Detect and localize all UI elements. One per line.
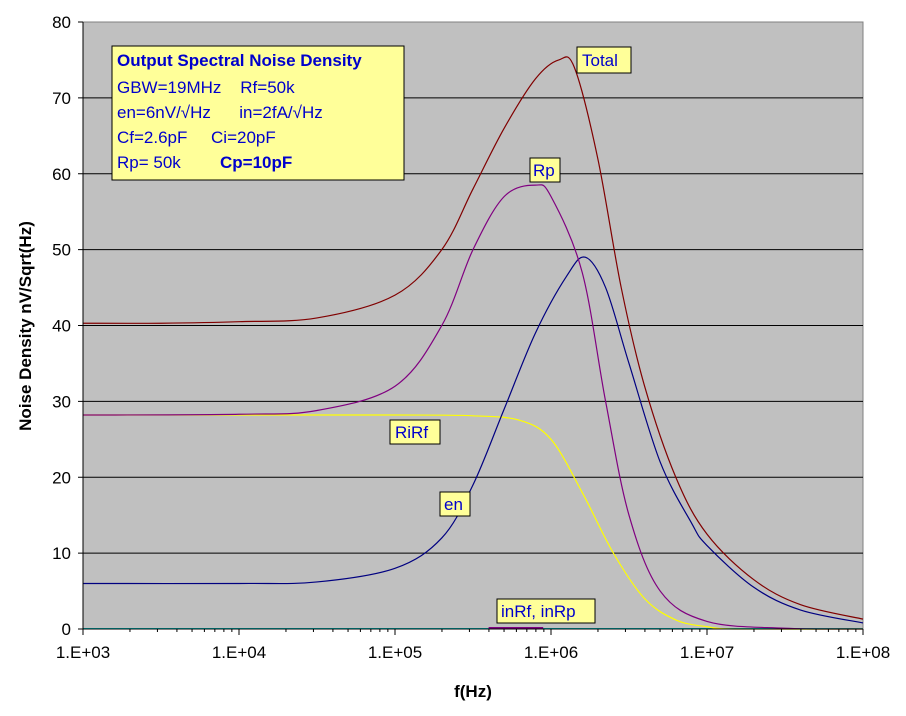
info-line: GBW=19MHz Rf=50k — [117, 78, 295, 97]
info-line: en=6nV/√Hz in=2fA/√Hz — [117, 103, 323, 122]
x-tick-label: 1.E+05 — [368, 643, 422, 662]
label-inrf-inrp: inRf, inRp — [496, 598, 596, 624]
label-rp: Rp — [529, 157, 561, 183]
label-total: Total — [576, 46, 632, 74]
series-en — [82, 256, 864, 624]
svg-text:RiRf: RiRf — [395, 423, 428, 442]
y-tick-label: 10 — [52, 544, 71, 563]
y-tick-label: 40 — [52, 317, 71, 336]
info-title: Output Spectral Noise Density — [117, 51, 362, 70]
x-tick-label: 1.E+07 — [680, 643, 734, 662]
series-rp — [82, 184, 864, 630]
y-tick-label: 50 — [52, 241, 71, 260]
svg-text:en: en — [444, 495, 463, 514]
series-rirf — [83, 414, 864, 630]
y-tick-label: 0 — [62, 620, 71, 639]
x-tick-label: 1.E+03 — [56, 643, 110, 662]
y-tick-label: 20 — [52, 468, 71, 487]
svg-text:Total: Total — [582, 51, 618, 70]
info-box: Output Spectral Noise Density GBW=19MHz … — [111, 45, 405, 181]
x-tick-label: 1.E+08 — [836, 643, 890, 662]
x-tick-label: 1.E+06 — [524, 643, 578, 662]
y-tick-label: 70 — [52, 89, 71, 108]
info-line-bold: Cp=10pF — [220, 153, 292, 172]
series-total — [82, 56, 864, 620]
y-tick-label: 80 — [52, 13, 71, 32]
label-rirf: RiRf — [389, 419, 441, 445]
label-en: en — [439, 491, 471, 517]
y-tick-label: 60 — [52, 165, 71, 184]
x-axis-label: f(Hz) — [454, 682, 492, 701]
info-line: Rp= 50k — [117, 153, 181, 172]
info-line: Cf=2.6pF Ci=20pF — [117, 128, 276, 147]
svg-text:Rp: Rp — [533, 161, 555, 180]
x-tick-label: 1.E+04 — [212, 643, 266, 662]
svg-text:inRf, inRp: inRf, inRp — [501, 602, 576, 621]
y-tick-label: 30 — [52, 392, 71, 411]
y-axis-label: Noise Density nV/Sqrt(Hz) — [16, 221, 35, 431]
